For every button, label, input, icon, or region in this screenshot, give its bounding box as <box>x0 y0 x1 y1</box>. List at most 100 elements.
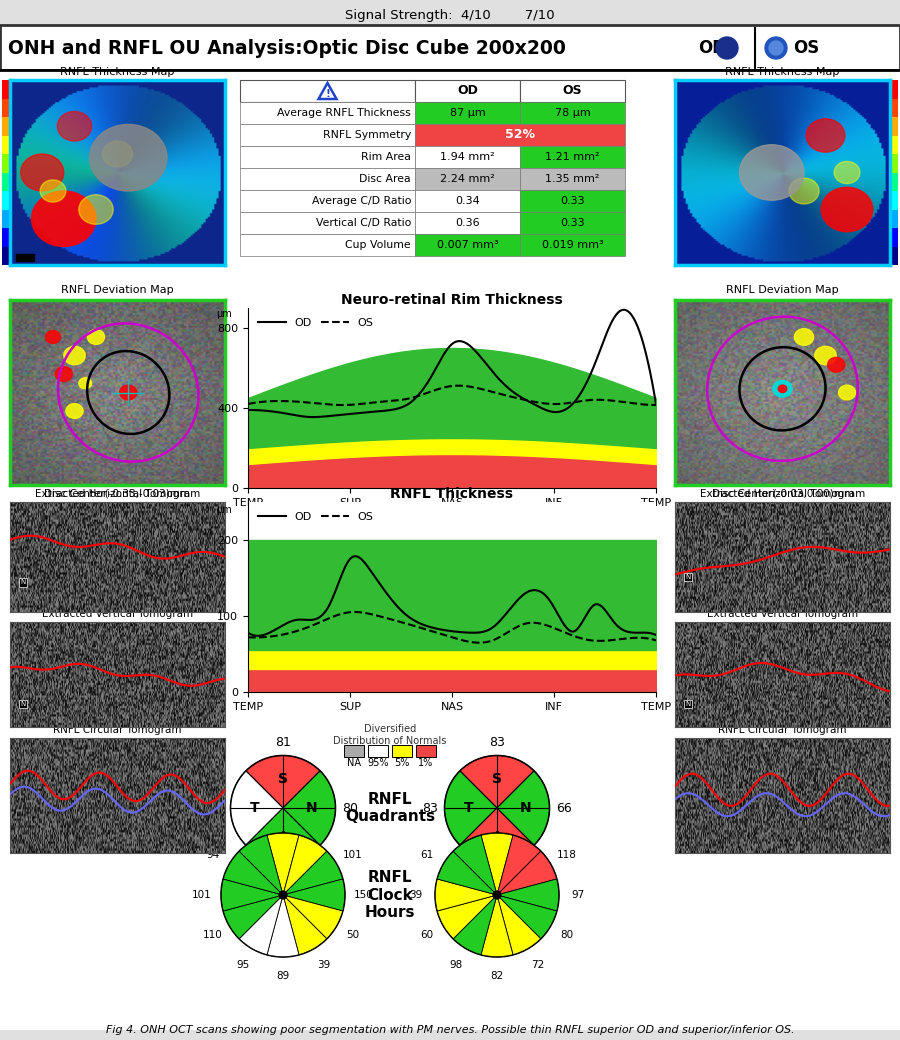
FancyBboxPatch shape <box>520 80 625 102</box>
Text: 81: 81 <box>275 736 291 750</box>
FancyBboxPatch shape <box>240 212 415 234</box>
Text: Cup Volume: Cup Volume <box>346 240 411 250</box>
Wedge shape <box>239 895 283 955</box>
Text: Fig 4. ONH OCT scans showing poor segmentation with PM nerves. Possible thin RNF: Fig 4. ONH OCT scans showing poor segmen… <box>105 1025 795 1035</box>
Text: RNFL
Clock
Hours: RNFL Clock Hours <box>364 870 415 920</box>
Text: 82: 82 <box>491 971 504 981</box>
Wedge shape <box>283 879 345 911</box>
Legend: OD, OS: OD, OS <box>254 313 378 333</box>
Text: 78 μm: 78 μm <box>554 108 590 118</box>
Wedge shape <box>497 895 556 939</box>
FancyBboxPatch shape <box>891 173 898 191</box>
FancyBboxPatch shape <box>416 745 436 757</box>
Circle shape <box>103 141 132 167</box>
Text: Average C/D Ratio: Average C/D Ratio <box>311 196 411 206</box>
Text: Extracted Vertical Tomogram: Extracted Vertical Tomogram <box>42 609 194 619</box>
Text: 98: 98 <box>450 820 464 830</box>
Wedge shape <box>246 808 320 860</box>
FancyBboxPatch shape <box>240 146 415 168</box>
Text: 1.21 mm²: 1.21 mm² <box>545 152 599 162</box>
Text: OD: OD <box>457 84 478 98</box>
Text: N: N <box>21 579 26 586</box>
Text: 0.007 mm³: 0.007 mm³ <box>436 240 499 250</box>
FancyBboxPatch shape <box>520 168 625 190</box>
Text: T: T <box>249 801 259 815</box>
Text: 0.34: 0.34 <box>455 196 480 206</box>
Circle shape <box>778 385 787 392</box>
Text: 52%: 52% <box>505 129 535 141</box>
Legend: OD, OS: OD, OS <box>254 508 378 526</box>
Wedge shape <box>460 808 534 860</box>
FancyBboxPatch shape <box>891 80 898 99</box>
Text: 110: 110 <box>203 931 222 940</box>
FancyBboxPatch shape <box>415 212 520 234</box>
FancyBboxPatch shape <box>0 70 900 1030</box>
Circle shape <box>64 346 86 365</box>
Wedge shape <box>437 895 497 939</box>
Text: N: N <box>520 801 531 815</box>
Circle shape <box>230 756 335 860</box>
Text: ONH and RNFL OU Analysis:Optic Disc Cube 200x200: ONH and RNFL OU Analysis:Optic Disc Cube… <box>8 38 566 57</box>
Text: 5%: 5% <box>394 758 410 768</box>
Circle shape <box>828 358 845 372</box>
FancyBboxPatch shape <box>240 168 415 190</box>
Text: 97: 97 <box>572 890 585 900</box>
Text: 66: 66 <box>556 802 572 814</box>
Circle shape <box>87 330 104 344</box>
Text: 39: 39 <box>317 960 330 970</box>
Wedge shape <box>437 852 497 895</box>
Polygon shape <box>319 83 337 99</box>
Circle shape <box>834 161 860 184</box>
Circle shape <box>21 154 64 191</box>
Circle shape <box>279 891 287 899</box>
Text: N: N <box>21 701 26 707</box>
Text: 50: 50 <box>346 931 360 940</box>
Text: 0.36: 0.36 <box>455 218 480 228</box>
Circle shape <box>89 125 167 191</box>
Text: 2.24 mm²: 2.24 mm² <box>440 174 495 184</box>
Wedge shape <box>454 895 497 955</box>
Text: 80: 80 <box>342 802 358 814</box>
Text: RNFL Thickness Map: RNFL Thickness Map <box>725 67 840 77</box>
Wedge shape <box>445 771 497 844</box>
FancyBboxPatch shape <box>520 212 625 234</box>
Wedge shape <box>497 835 541 895</box>
FancyBboxPatch shape <box>2 228 9 246</box>
Text: 95%: 95% <box>367 758 389 768</box>
Text: Extracted Horizontal Tomogram: Extracted Horizontal Tomogram <box>700 489 865 499</box>
Text: 60: 60 <box>420 931 434 940</box>
FancyBboxPatch shape <box>344 745 364 757</box>
FancyBboxPatch shape <box>520 234 625 256</box>
Text: μm: μm <box>216 309 231 319</box>
Text: 1%: 1% <box>418 758 434 768</box>
Circle shape <box>55 367 72 382</box>
Text: 61: 61 <box>420 850 434 859</box>
Wedge shape <box>283 895 327 955</box>
Text: 98: 98 <box>275 866 291 880</box>
Text: 39: 39 <box>410 890 423 900</box>
Text: RNFL Deviation Map: RNFL Deviation Map <box>61 285 174 295</box>
Text: 68: 68 <box>491 809 504 820</box>
FancyBboxPatch shape <box>2 209 9 228</box>
Circle shape <box>40 180 66 202</box>
Wedge shape <box>497 852 556 895</box>
Text: Extracted Vertical Tomogram: Extracted Vertical Tomogram <box>706 609 858 619</box>
Text: RNFL Thickness Map: RNFL Thickness Map <box>60 67 175 77</box>
FancyBboxPatch shape <box>891 228 898 246</box>
Text: Extracted Horizontal Tomogram: Extracted Horizontal Tomogram <box>35 489 200 499</box>
Text: Average RNFL Thickness: Average RNFL Thickness <box>277 108 411 118</box>
Text: 89: 89 <box>276 971 290 981</box>
Text: Disc Center(-0.33,-0.03)mm: Disc Center(-0.33,-0.03)mm <box>44 488 191 498</box>
Circle shape <box>716 37 738 59</box>
FancyBboxPatch shape <box>0 25 900 70</box>
Text: Signal Strength:  4/10        7/10: Signal Strength: 4/10 7/10 <box>346 9 554 23</box>
Text: 80: 80 <box>561 931 573 940</box>
FancyBboxPatch shape <box>2 191 9 209</box>
Bar <box>16 254 33 261</box>
Title: RNFL Thickness: RNFL Thickness <box>391 487 514 501</box>
FancyBboxPatch shape <box>520 190 625 212</box>
Text: 101: 101 <box>343 850 363 859</box>
Text: 1.94 mm²: 1.94 mm² <box>440 152 495 162</box>
Circle shape <box>839 385 856 400</box>
Text: 150: 150 <box>354 890 373 900</box>
